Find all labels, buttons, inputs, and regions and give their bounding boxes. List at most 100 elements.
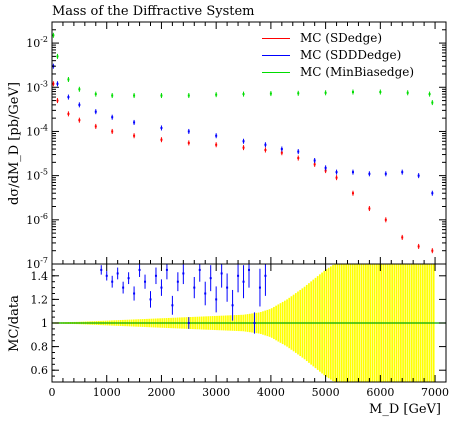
point-sdedge (417, 245, 420, 248)
point-minbiasedge (428, 93, 431, 96)
point-minbiasedge (160, 94, 163, 97)
ratio-point (209, 277, 212, 280)
ratio-point (198, 268, 201, 271)
point-sdddedge (384, 172, 387, 175)
main-panel: 10-7 10-6 10-5 10-4 10-3 10-2 (26, 21, 447, 271)
legend-item-sdedge: MC (SDedge) (262, 30, 414, 47)
x-tick-label: 2000 (147, 386, 175, 399)
point-minbiasedge (379, 91, 382, 94)
legend-label-sdddedge: MC (SDDDedge) (300, 48, 402, 62)
ratio-point (264, 274, 267, 277)
legend-item-sdddedge: MC (SDDDedge) (262, 47, 414, 64)
point-sdedge (384, 218, 387, 221)
point-minbiasedge (56, 55, 59, 58)
point-minbiasedge (187, 94, 190, 97)
point-minbiasedge (111, 94, 114, 97)
ratio-point (193, 286, 196, 289)
x-tick-label: 7000 (421, 386, 449, 399)
point-minbiasedge (406, 91, 409, 94)
legend-swatch-minbiasedge (262, 72, 290, 73)
ratio-point (231, 304, 234, 307)
point-sdedge (431, 249, 434, 252)
y-tick-label-main: 10-7 (26, 256, 48, 271)
y-tick-label-main: 10-3 (26, 79, 48, 94)
ratio-point (258, 286, 261, 289)
point-sdddedge (215, 134, 218, 137)
point-minbiasedge (215, 93, 218, 96)
x-tick-label: 1000 (93, 386, 121, 399)
point-sdddedge (401, 171, 404, 174)
point-sdedge (297, 157, 300, 160)
point-sdddedge (417, 174, 420, 177)
point-sdedge (280, 151, 283, 154)
ratio-panel: 0 1000 2000 3000 4000 5000 6000 7000 0.6 0.8 1 1.2 1… (31, 263, 449, 399)
ratio-point (204, 292, 207, 295)
point-sdddedge (264, 143, 267, 146)
point-sdedge (78, 119, 81, 122)
point-sdddedge (111, 116, 114, 119)
x-tick-label: 4000 (257, 386, 285, 399)
legend-item-minbiasedge: MC (MinBiasedge) (262, 64, 414, 81)
x-tick-label: 3000 (202, 386, 230, 399)
point-sdddedge (280, 148, 283, 151)
point-sdddedge (94, 110, 97, 113)
ratio-y-tick-label: 0.8 (31, 341, 49, 354)
y-axis-label-ratio: MC/data (6, 294, 22, 352)
point-minbiasedge (351, 91, 354, 94)
ratio-point (242, 280, 245, 283)
point-sdedge (351, 192, 354, 195)
ratio-point (187, 322, 190, 324)
ratio-point (237, 274, 240, 277)
ratio-point (220, 272, 223, 275)
ratio-point (215, 298, 218, 301)
ratio-point (111, 280, 114, 283)
point-sdddedge (335, 171, 338, 174)
point-sdddedge (160, 126, 163, 129)
ratio-point (253, 322, 256, 324)
ratio-point (154, 274, 157, 277)
ratio-point (182, 272, 185, 275)
point-sdddedge (78, 103, 81, 106)
ratio-point (122, 286, 125, 289)
point-minbiasedge (94, 93, 97, 96)
ratio-point (226, 286, 229, 289)
point-sdedge (242, 146, 245, 149)
point-sdddedge (313, 159, 316, 162)
point-sdedge (324, 169, 327, 172)
ratio-point (105, 274, 108, 277)
point-sdedge (52, 82, 55, 85)
point-sdedge (56, 99, 59, 102)
y-tick-label-main: 10-2 (26, 35, 48, 50)
ratio-point (138, 268, 141, 271)
ratio-y-tick-label: 0.6 (31, 364, 49, 377)
point-minbiasedge (324, 91, 327, 94)
point-sdddedge (351, 171, 354, 174)
y-tick-label-main: 10-6 (26, 212, 48, 227)
point-minbiasedge (269, 92, 272, 95)
point-sdedge (368, 207, 371, 210)
ratio-point (144, 280, 147, 283)
y-tick-label-main: 10-5 (26, 168, 48, 183)
point-sdedge (187, 141, 190, 144)
point-sdddedge (324, 166, 327, 169)
ratio-point (133, 292, 136, 295)
point-sdddedge (67, 96, 70, 99)
point-sdddedge (133, 121, 136, 124)
point-minbiasedge (78, 88, 81, 91)
ratio-point (165, 268, 168, 271)
legend-label-minbiasedge: MC (MinBiasedge) (300, 65, 415, 79)
ratio-point (127, 277, 130, 280)
legend-swatch-sdddedge (262, 55, 290, 56)
legend-swatch-sdedge (262, 38, 290, 39)
ratio-point (171, 304, 174, 307)
point-sdedge (111, 130, 114, 133)
point-sdedge (94, 125, 97, 128)
ratio-point (149, 298, 152, 301)
ratio-point (248, 268, 250, 271)
chart-title: Mass of the Diffractive System (52, 4, 255, 19)
ratio-y-tick-label: 1.2 (31, 293, 49, 306)
point-sdddedge (56, 82, 59, 85)
x-tick-label: 0 (49, 386, 56, 399)
x-axis-label: M_D [GeV] (369, 402, 441, 417)
point-sdedge (264, 149, 267, 152)
